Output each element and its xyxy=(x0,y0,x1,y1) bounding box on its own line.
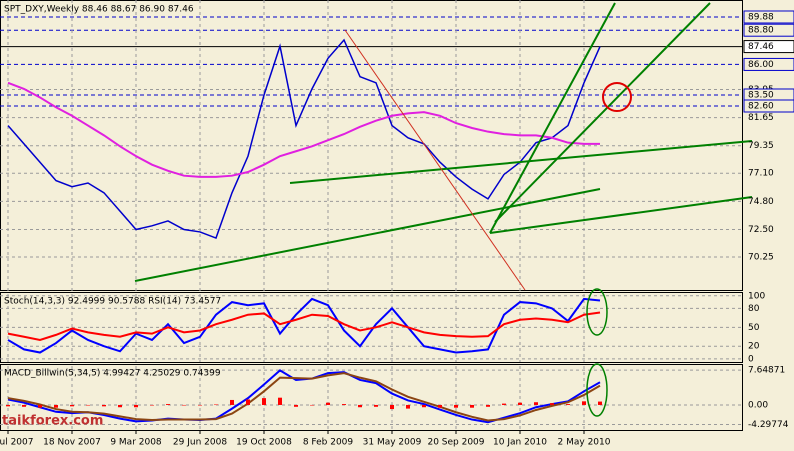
y-tick-label: 0.00 xyxy=(748,400,768,410)
histogram-bar xyxy=(198,404,202,406)
histogram-bar xyxy=(70,404,74,407)
histogram-bar xyxy=(38,404,42,408)
x-tick-label: 10 Jan 2010 xyxy=(493,438,547,448)
trend-line xyxy=(344,29,526,291)
trend-line xyxy=(489,196,753,234)
highlight-ellipse xyxy=(586,363,608,417)
histogram-bar xyxy=(182,404,186,406)
histogram-bar xyxy=(486,404,490,407)
histogram-bar xyxy=(374,404,378,407)
y-tick-label: 77.10 xyxy=(748,169,774,179)
histogram-bar xyxy=(438,404,442,408)
x-tick-label: 2 May 2010 xyxy=(558,438,611,448)
histogram-bar xyxy=(118,404,122,408)
y-tick-label: 7.64871 xyxy=(748,366,785,376)
histogram-bar xyxy=(422,404,426,408)
histogram-bar xyxy=(54,404,58,408)
histogram-bar xyxy=(582,401,586,405)
x-tick-label: 9 Mar 2008 xyxy=(110,438,162,448)
price-level-label: 86.00 xyxy=(748,60,774,70)
histogram-bar xyxy=(310,404,314,406)
histogram-bar xyxy=(598,401,602,405)
panel-title: Stoch(14,3,3) 92.4999 90.5788 RSI(14) 73… xyxy=(4,297,221,307)
histogram-bar xyxy=(150,404,154,406)
drawings xyxy=(134,2,753,417)
panel-title: MACD_Billwin(5,34,5) 4.99427 4.25029 0.7… xyxy=(4,369,221,379)
y-tick-label: 81.65 xyxy=(748,113,774,123)
y-tick-label: 20 xyxy=(748,342,760,352)
panel-frame xyxy=(0,364,743,431)
histogram-bar xyxy=(230,399,234,405)
x-tick-label: 29 Jun 2008 xyxy=(173,438,227,448)
x-tick-label: 20 Sep 2009 xyxy=(427,438,484,448)
histogram-bar xyxy=(326,402,330,405)
trend-line xyxy=(489,2,616,234)
histogram-bar xyxy=(134,404,138,408)
x-tick-label: 19 Oct 2008 xyxy=(236,438,292,448)
histogram-bar xyxy=(406,404,410,409)
histogram-bar xyxy=(358,404,362,408)
price-level-box xyxy=(743,10,794,24)
y-tick-label: 100 xyxy=(748,291,765,301)
histogram-bar xyxy=(22,404,26,407)
panel-title: SPT_DXY,Weekly 88.46 88.67 86.90 87.46 xyxy=(4,5,194,15)
price-level-label: 89.88 xyxy=(748,12,774,22)
histogram-bar xyxy=(550,403,554,405)
histogram-bar xyxy=(342,404,346,405)
highlight-ellipse xyxy=(586,288,608,336)
histogram-bar xyxy=(6,404,10,407)
y-tick-label: 70.25 xyxy=(748,252,774,262)
histogram-bar xyxy=(502,403,506,405)
price-level-label: 82.60 xyxy=(748,101,774,111)
histogram-bar xyxy=(470,404,474,408)
price-level-box xyxy=(743,23,794,37)
histogram-bar xyxy=(454,404,458,408)
histogram-bar xyxy=(390,404,394,410)
y-tick-label: 79.35 xyxy=(748,141,774,151)
trend-line xyxy=(289,140,753,184)
price-level-box xyxy=(743,99,794,113)
histogram-bar xyxy=(246,399,250,405)
watermark: taikforex.com xyxy=(2,414,103,429)
histogram-bar xyxy=(518,402,522,405)
histogram-bar xyxy=(86,404,90,406)
histogram-bar xyxy=(294,404,298,407)
series-line xyxy=(7,38,601,240)
series-line xyxy=(7,297,601,354)
price-level-label: 88.80 xyxy=(748,26,774,36)
y-tick-label: 72.50 xyxy=(748,225,774,235)
histogram-bar xyxy=(534,402,538,405)
trend-line xyxy=(494,2,711,223)
current-price-label: 87.46 xyxy=(748,42,774,52)
y-tick-label: 74.80 xyxy=(748,197,774,207)
histogram-bar xyxy=(102,404,106,407)
series-line xyxy=(7,372,601,422)
y-tick-label: 0 xyxy=(748,354,754,364)
y-tick-label: 80 xyxy=(748,304,760,314)
histogram-bar xyxy=(262,398,266,405)
histogram-bar xyxy=(166,404,170,405)
y-tick-label: 50 xyxy=(748,323,760,333)
price-level-label: 83.50 xyxy=(748,90,774,100)
histogram-bar xyxy=(214,404,218,406)
series-line xyxy=(7,81,600,178)
trend-line xyxy=(134,188,601,282)
x-tick-label: 25 Jul 2007 xyxy=(0,438,33,448)
price-level-box xyxy=(743,57,794,71)
x-tick-label: 8 Feb 2009 xyxy=(303,438,354,448)
series-line xyxy=(7,311,601,341)
y-tick-label: -4.29774 xyxy=(748,420,789,430)
highlight-circle xyxy=(602,82,632,112)
x-tick-label: 31 May 2009 xyxy=(363,438,422,448)
histogram-bar xyxy=(566,404,570,405)
x-tick-label: 18 Nov 2007 xyxy=(43,438,101,448)
histogram-bar xyxy=(278,397,282,405)
current-price-box xyxy=(743,40,794,54)
